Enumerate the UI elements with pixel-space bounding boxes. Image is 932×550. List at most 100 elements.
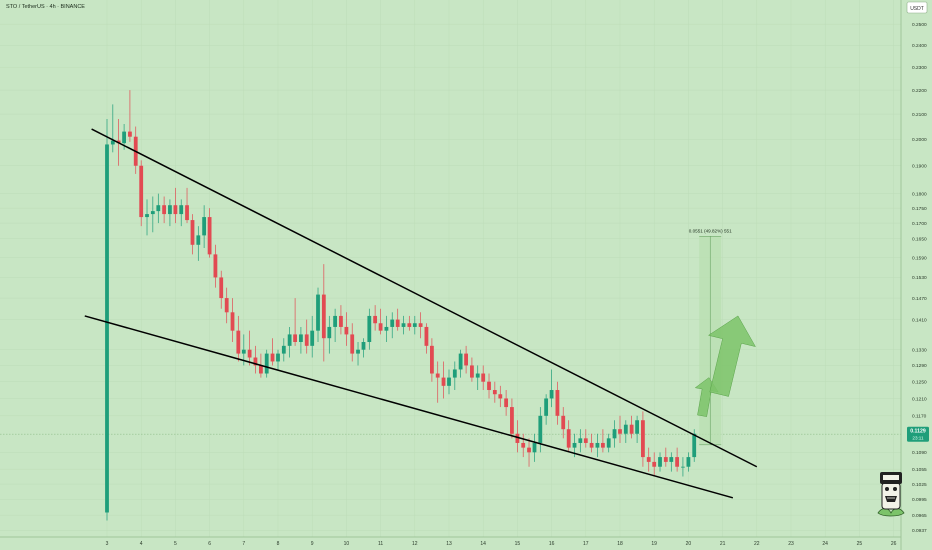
candle-up	[105, 144, 109, 513]
price-tick-label: 0.0937	[912, 528, 927, 534]
candle-up	[241, 349, 246, 354]
candle-down	[618, 429, 622, 434]
time-tick-label: 3	[106, 541, 109, 547]
price-tick-label: 0.1750	[912, 206, 927, 212]
candle-up	[612, 429, 617, 439]
candle-down	[487, 381, 491, 391]
time-axis[interactable]: 3 4 5 6 7 8 9 10 11 12 13 14 15 16 17 18 19 20 21 22 23 24 25 2…	[106, 541, 897, 547]
candle-up	[458, 353, 463, 370]
candle-down	[430, 345, 434, 374]
time-tick-label: 5	[174, 541, 177, 547]
candle-down	[219, 277, 224, 299]
candle-down	[464, 353, 468, 366]
price-tick-label: 0.1470	[912, 296, 927, 302]
candle-up	[681, 466, 685, 468]
price-tick-label: 0.0995	[912, 497, 927, 503]
time-tick-label: 6	[208, 541, 211, 547]
candle-down	[675, 457, 680, 467]
candle-up	[122, 131, 126, 144]
candle-down	[492, 390, 497, 395]
time-tick-label: 21	[720, 541, 726, 547]
candle-down	[646, 457, 651, 462]
candle-down	[207, 217, 212, 255]
price-tick-label: 0.1025	[912, 482, 927, 488]
candle-up	[572, 442, 577, 448]
candle-up	[475, 373, 480, 378]
candle-down	[441, 377, 446, 386]
candle-up	[287, 334, 292, 346]
large-arrow[interactable]	[707, 315, 756, 397]
price-tick-label: 0.0965	[912, 513, 927, 519]
candle-down	[321, 294, 326, 339]
candle-up	[310, 330, 315, 346]
candle-up	[401, 323, 406, 327]
trendlines[interactable]	[84, 128, 758, 499]
price-tick-label: 0.1700	[912, 221, 927, 227]
time-tick-label: 18	[617, 541, 623, 547]
candle-up	[384, 326, 389, 331]
time-tick-label: 13	[446, 541, 452, 547]
time-tick-label: 22	[754, 541, 760, 547]
time-tick-label: 4	[140, 541, 143, 547]
price-tick-label: 0.2200	[912, 88, 927, 94]
candle-down	[173, 205, 178, 215]
candle-down	[641, 420, 645, 458]
candle-up	[150, 211, 155, 215]
time-tick-label: 16	[549, 541, 555, 547]
candle-down	[350, 334, 355, 354]
candle-down	[498, 394, 503, 399]
candle-down	[190, 220, 195, 245]
price-tick-label: 0.1330	[912, 347, 927, 353]
candle-down	[213, 254, 218, 278]
candle-down	[128, 131, 132, 137]
candle-up	[145, 214, 149, 218]
candle-down	[259, 365, 263, 374]
candle-up	[669, 457, 674, 462]
time-tick-label: 14	[480, 541, 486, 547]
candle-up	[412, 323, 417, 327]
price-tick-label: 0.1210	[912, 396, 927, 402]
price-tick-label: 0.2400	[912, 43, 927, 49]
candle-down	[116, 140, 121, 144]
candle-down	[407, 323, 412, 327]
candle-down	[230, 312, 235, 331]
candle-down	[247, 349, 252, 358]
price-tick-label: 0.1250	[912, 379, 927, 385]
candle-up	[658, 457, 662, 467]
price-axis[interactable]: 0.2500 0.2400 0.2300 0.2200 0.2100 0.2000 0.19…	[912, 22, 927, 534]
candles	[105, 90, 697, 521]
candle-down	[663, 457, 668, 462]
lower-trendline[interactable]	[84, 315, 734, 499]
candle-up	[156, 205, 161, 212]
candle-down	[561, 415, 566, 430]
price-tick-label: 0.2100	[912, 112, 927, 118]
candle-down	[378, 323, 383, 331]
price-tick-label: 0.2000	[912, 137, 927, 143]
price-tick-label: 0.1590	[912, 255, 927, 261]
current-price-value: 0.1129	[910, 429, 926, 435]
target-arrows[interactable]	[694, 315, 756, 417]
candle-down	[424, 326, 429, 346]
candle-down	[435, 373, 440, 378]
price-tick-label: 0.2500	[912, 22, 927, 28]
candle-down	[589, 442, 594, 448]
candle-down	[304, 334, 309, 346]
candle-up	[361, 341, 366, 350]
candle-down	[652, 461, 657, 467]
time-tick-label: 20	[686, 541, 692, 547]
price-tick-label: 0.2300	[912, 65, 927, 71]
currency-badge[interactable]: USDT	[906, 1, 928, 14]
candle-up	[686, 457, 691, 467]
upper-trendline[interactable]	[91, 128, 758, 468]
price-tick-label: 0.1170	[912, 414, 927, 420]
candle-down	[373, 315, 378, 324]
candle-up	[549, 390, 554, 399]
candle-down	[339, 315, 343, 327]
candle-up	[606, 438, 611, 448]
candle-up	[532, 442, 537, 453]
currency-badge-label: USDT	[910, 6, 924, 12]
candle-down	[162, 205, 167, 215]
price-tick-label: 0.1410	[912, 317, 927, 323]
